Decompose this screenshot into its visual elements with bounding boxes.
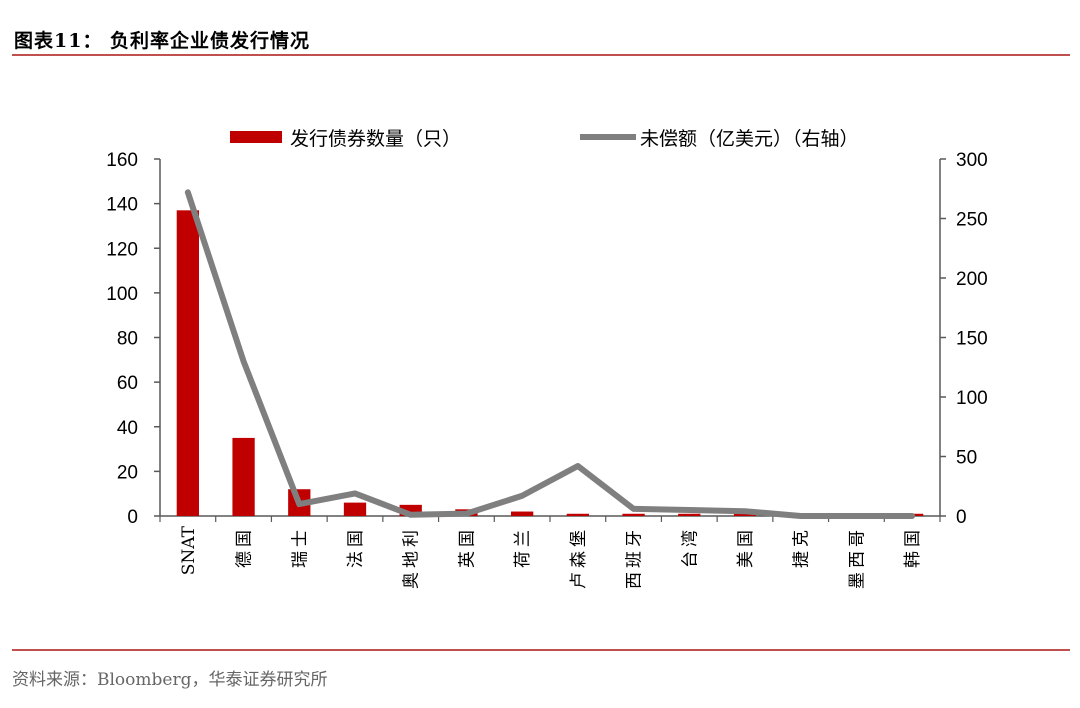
y-right-tick-label: 50: [956, 448, 977, 469]
category-label: 卢森堡: [569, 526, 589, 589]
bar-西班牙: [622, 513, 645, 516]
category-label-group: 西班牙: [625, 526, 645, 589]
legend: 发行债券数量（只） 未偿额（亿美元）（右轴）: [230, 128, 859, 150]
y-left-tick-label: 160: [106, 150, 138, 171]
y-left-tick-label: 0: [127, 507, 138, 528]
legend-bar-swatch: [230, 131, 282, 143]
category-label: 荷兰: [513, 526, 533, 568]
category-label: 奥地利: [402, 526, 422, 589]
y-right-tick-label: 300: [956, 150, 988, 171]
y-left-tick-label: 20: [117, 462, 138, 483]
y-right-tick-label: 100: [956, 388, 988, 409]
category-label: SNAT: [179, 525, 199, 575]
category-label: 瑞士: [290, 526, 310, 568]
category-label-group: 韩国: [903, 526, 923, 568]
category-label-group: 捷克: [792, 526, 812, 568]
category-label-group: 法国: [346, 526, 366, 568]
category-label-group: 奥地利: [402, 526, 422, 589]
category-labels: SNAT 德国 瑞士 法国 奥地利 英国 荷兰 卢森堡 西班牙 台湾 美国 捷克 墨西哥 韩国: [179, 525, 923, 589]
y-right-tick-label: 250: [956, 210, 988, 231]
bar-SNAT: [176, 210, 199, 516]
bar-卢森堡: [566, 513, 589, 516]
y-right-tick-label: 200: [956, 269, 988, 290]
category-label: 台湾: [680, 526, 700, 568]
y-left-tick-label: 80: [117, 329, 138, 350]
category-label: 英国: [457, 526, 477, 568]
category-label-group: 卢森堡: [569, 526, 589, 589]
y-left-tick-label: 40: [117, 418, 138, 439]
legend-bar-label: 发行债券数量（只）: [290, 128, 461, 150]
category-label-group: 台湾: [680, 526, 700, 568]
category-label-group: 美国: [736, 526, 756, 568]
category-label: 美国: [736, 526, 756, 568]
bottom-divider: [12, 649, 1070, 651]
bar-美国: [733, 513, 757, 516]
category-label-group: 德国: [235, 526, 255, 568]
source-note: 资料来源：Bloomberg，华泰证券研究所: [12, 670, 328, 690]
category-label: 韩国: [903, 526, 923, 568]
category-label: 西班牙: [625, 526, 645, 589]
outstanding-amount-line: [184, 189, 916, 519]
y-left-tick-label: 120: [106, 239, 138, 260]
category-label-group: 英国: [457, 526, 477, 568]
top-divider: [12, 54, 1070, 56]
category-label: 墨西哥: [847, 526, 867, 589]
category-label-group: 墨西哥: [847, 526, 867, 589]
category-label-group: 瑞士: [290, 526, 310, 568]
category-label: 法国: [346, 526, 366, 568]
bar-奥地利: [399, 504, 422, 516]
line-series: [184, 189, 916, 519]
category-label-group: 荷兰: [513, 526, 533, 568]
bar-台湾: [678, 513, 701, 516]
category-label-group: SNAT: [179, 525, 199, 575]
y-right-tick-label: 0: [956, 507, 967, 528]
y-left-tick-label: 140: [106, 195, 138, 216]
y-left-tick-label: 60: [117, 373, 138, 394]
category-label: 捷克: [792, 526, 812, 568]
category-label: 德国: [235, 526, 255, 568]
bar-德国: [232, 437, 255, 516]
y-left-tick-label: 100: [106, 284, 138, 305]
bar-荷兰: [511, 511, 534, 516]
bar-法国: [343, 502, 367, 516]
y-right-tick-label: 150: [956, 329, 988, 350]
figure-title: 图表11： 负利率企业债发行情况: [14, 30, 311, 52]
legend-line-label: 未偿额（亿美元）（右轴）: [640, 128, 859, 150]
